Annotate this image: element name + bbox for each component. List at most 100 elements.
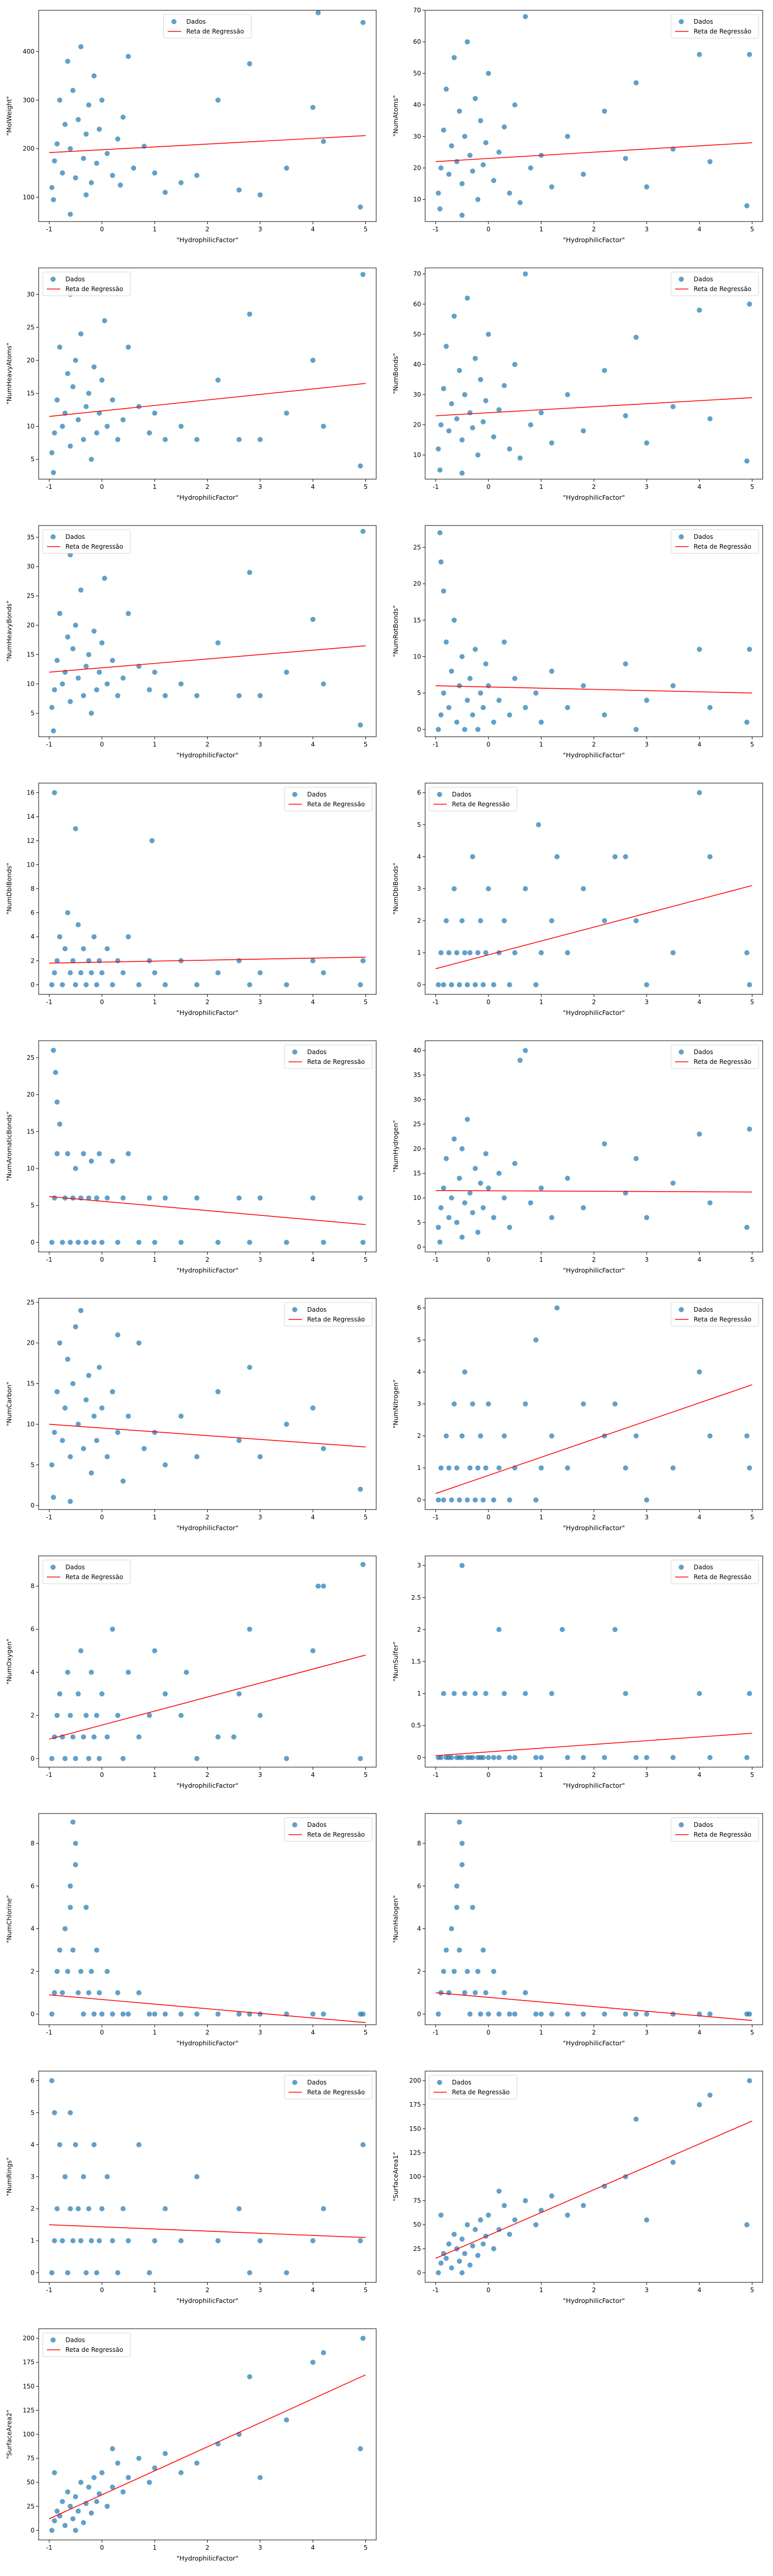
data-point <box>141 1446 147 1451</box>
legend-marker-points <box>292 1822 297 1827</box>
data-point <box>65 1669 71 1675</box>
legend: Dados Reta de Regressão <box>163 14 251 39</box>
data-point <box>57 1947 62 1953</box>
data-point <box>54 1713 60 1718</box>
data-point <box>528 422 533 428</box>
x-tick-label: -1 <box>432 2029 439 2036</box>
data-point <box>501 1990 507 1995</box>
data-point <box>115 1332 121 1337</box>
data-point <box>152 410 158 416</box>
x-tick-label: 1 <box>539 741 543 748</box>
data-point <box>462 1369 467 1375</box>
regression-line <box>435 885 752 970</box>
data-point <box>602 2011 607 2017</box>
data-point <box>105 946 110 952</box>
y-tick-label: 70 <box>413 270 421 278</box>
data-point <box>86 102 92 108</box>
x-tick-label: -1 <box>46 2286 52 2294</box>
data-point <box>435 1497 441 1503</box>
data-point <box>451 313 457 319</box>
data-point <box>360 2142 366 2147</box>
x-tick-label: 5 <box>750 2286 754 2294</box>
regression-line <box>49 2374 366 2519</box>
data-point <box>54 1389 60 1395</box>
x-axis-label: "HydrophilicFactor" <box>563 1524 625 1532</box>
data-point <box>136 1990 142 1995</box>
data-point <box>110 657 115 663</box>
y-axis-label: "NumHeavyBonds" <box>5 600 13 662</box>
data-point <box>178 1413 184 1419</box>
data-point <box>523 705 528 710</box>
data-point <box>99 1240 105 1245</box>
legend-label-line: Reta de Regressão <box>65 1573 123 1581</box>
x-axis-label: "HydrophilicFactor" <box>176 236 238 244</box>
x-tick-label: -1 <box>46 226 52 233</box>
data-point <box>441 982 446 988</box>
legend-marker-points <box>292 792 297 797</box>
legend: Dados Reta de Regressão <box>284 2075 373 2099</box>
data-point <box>744 719 750 725</box>
data-point <box>670 404 676 410</box>
legend: Dados Reta de Regressão <box>284 1044 373 1069</box>
x-axis-label: "HydrophilicFactor" <box>176 1782 238 1789</box>
data-point <box>467 950 473 956</box>
data-point <box>105 2174 110 2179</box>
x-tick-label: -1 <box>432 226 439 233</box>
x-tick-label: 4 <box>311 2286 315 2294</box>
legend-label-line: Reta de Regressão <box>694 1058 751 1065</box>
data-point <box>549 440 554 446</box>
data-point <box>470 1210 476 1215</box>
y-tick-label: 25 <box>27 1299 35 1306</box>
data-point <box>501 124 507 130</box>
y-tick-label: 4 <box>417 853 421 860</box>
x-tick-label: 1 <box>539 1771 543 1778</box>
data-point <box>438 559 444 565</box>
data-point <box>62 2523 68 2528</box>
data-point <box>152 170 158 176</box>
data-point <box>670 950 676 956</box>
data-point <box>52 970 57 976</box>
data-point <box>633 918 639 924</box>
data-point <box>146 2480 152 2485</box>
data-point <box>523 1990 528 1995</box>
data-point <box>358 722 363 728</box>
data-point <box>81 2011 86 2017</box>
data-point <box>105 1454 110 1460</box>
x-tick-label: 2 <box>592 1771 596 1778</box>
data-point <box>459 470 465 476</box>
y-tick-label: 150 <box>23 2383 35 2390</box>
data-point <box>446 2241 452 2247</box>
x-tick-label: 2 <box>592 1514 596 1521</box>
data-point <box>581 1401 586 1406</box>
y-tick-label: 200 <box>23 2335 35 2342</box>
data-point <box>70 1381 76 1386</box>
data-point <box>247 2270 253 2276</box>
x-tick-label: 4 <box>697 2029 701 2036</box>
data-points <box>49 1819 366 2017</box>
y-tick-label: 4 <box>417 1368 421 1376</box>
legend: Dados Reta de Regressão <box>670 1560 759 1584</box>
data-point <box>602 108 607 114</box>
data-point <box>68 211 73 217</box>
data-point <box>70 2516 76 2521</box>
data-point <box>454 719 460 725</box>
data-point <box>360 2011 366 2017</box>
data-point <box>236 2206 242 2212</box>
regression-line <box>435 1384 752 1494</box>
data-point <box>446 428 452 434</box>
y-tick-label: 3 <box>30 2173 35 2180</box>
data-point <box>485 71 491 76</box>
data-point <box>65 59 71 64</box>
data-point <box>478 2011 483 2017</box>
data-point <box>449 143 455 149</box>
data-point <box>443 1947 449 1953</box>
legend: Dados Reta de Regressão <box>42 272 131 296</box>
data-point <box>78 2238 83 2244</box>
regression-line <box>435 2121 752 2259</box>
x-tick-label: 5 <box>364 1771 368 1778</box>
data-point <box>528 1200 533 1206</box>
y-tick-label: 5 <box>30 709 35 717</box>
y-tick-label: 4 <box>30 1925 35 1933</box>
data-point <box>565 392 570 397</box>
data-point <box>152 970 158 976</box>
